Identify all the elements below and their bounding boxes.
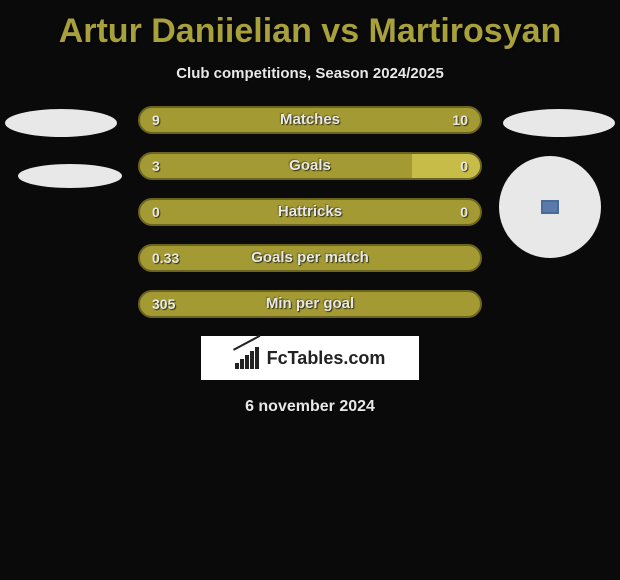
stat-bars: 9Matches103Goals00Hattricks00.33Goals pe… — [138, 106, 482, 318]
bar-right-value: 0 — [460, 154, 468, 178]
bar-label: Goals — [140, 154, 480, 178]
player-right-avatar-placeholder — [503, 109, 615, 137]
bar-right-value: 0 — [460, 200, 468, 224]
logo-box: FcTables.com — [201, 336, 419, 380]
bar-label: Matches — [140, 108, 480, 132]
stat-bar: 0.33Goals per match — [138, 244, 482, 272]
bar-right-value: 10 — [452, 108, 468, 132]
stat-bar: 9Matches10 — [138, 106, 482, 134]
stat-bar: 305Min per goal — [138, 290, 482, 318]
player-left-avatar-placeholder — [5, 109, 117, 137]
player-right-badge-placeholder — [499, 156, 601, 258]
bar-label: Goals per match — [140, 246, 480, 270]
bar-label: Min per goal — [140, 292, 480, 316]
badge-icon — [541, 200, 559, 214]
bar-label: Hattricks — [140, 200, 480, 224]
comparison-content: 9Matches103Goals00Hattricks00.33Goals pe… — [0, 106, 620, 416]
stat-bar: 3Goals0 — [138, 152, 482, 180]
stat-bar: 0Hattricks0 — [138, 198, 482, 226]
subtitle: Club competitions, Season 2024/2025 — [0, 65, 620, 82]
logo-text: FcTables.com — [267, 348, 386, 369]
logo-chart-icon — [235, 347, 263, 369]
page-title: Artur Daniielian vs Martirosyan — [0, 0, 620, 51]
date-label: 6 november 2024 — [0, 398, 620, 416]
player-left-badge-placeholder — [18, 164, 122, 188]
